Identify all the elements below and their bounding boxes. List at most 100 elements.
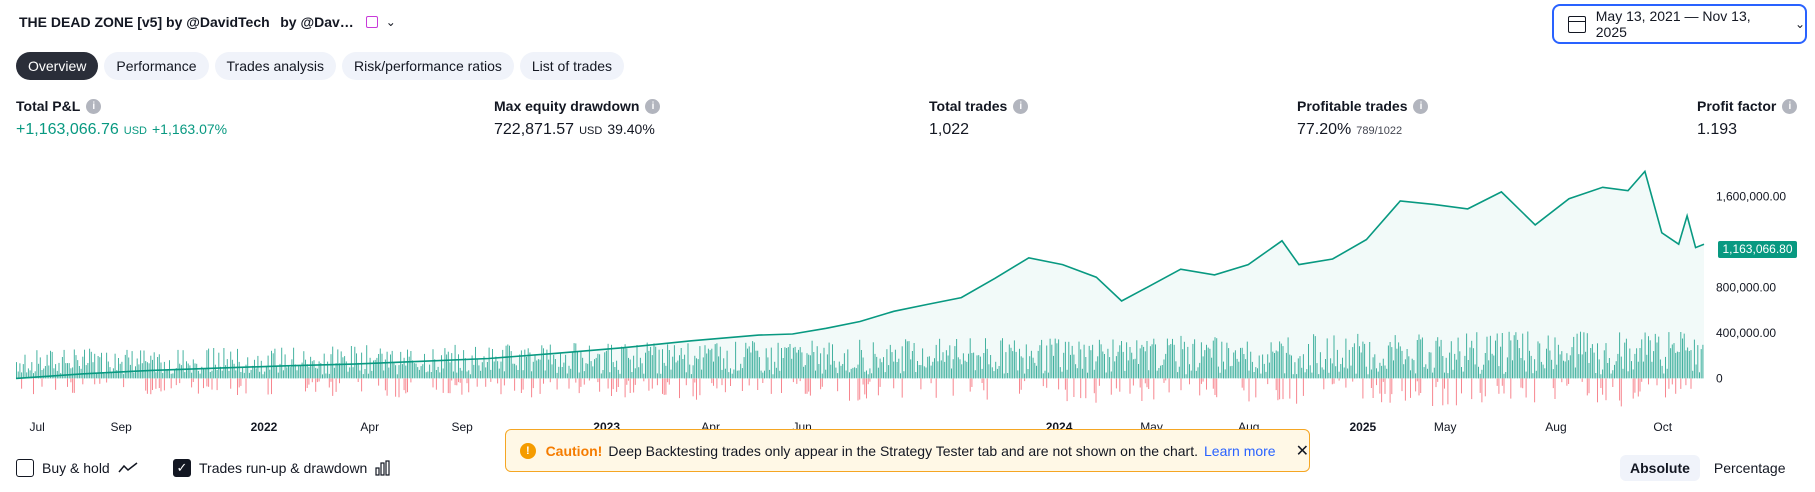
drawdown-bar — [679, 378, 680, 399]
tab-risk-performance-ratios[interactable]: Risk/performance ratios — [342, 52, 514, 80]
runup-bar — [1127, 360, 1129, 379]
runup-bar — [1459, 351, 1461, 379]
runup-bar — [1438, 346, 1440, 379]
runup-bar — [1583, 332, 1585, 379]
runup-bar — [656, 373, 658, 379]
x-tick-label: 2022 — [251, 420, 278, 434]
drawdown-bar — [1498, 378, 1500, 394]
runup-bar — [978, 355, 980, 379]
runup-bar — [928, 356, 930, 379]
runup-bar — [930, 365, 932, 379]
runup-bar — [245, 364, 247, 379]
runup-bar — [1450, 341, 1452, 379]
runup-bar — [1275, 350, 1277, 379]
runup-bar — [616, 360, 618, 379]
runup-bar — [1615, 361, 1617, 379]
learn-more-link[interactable]: Learn more — [1204, 442, 1276, 459]
runup-bar — [1590, 348, 1592, 379]
runup-drawdown-toggle[interactable]: ✓ Trades run-up & drawdown — [173, 459, 391, 477]
drawdown-bar — [1275, 378, 1277, 391]
runup-bar — [311, 361, 313, 379]
strategy-title[interactable]: THE DEAD ZONE [v5] by @DavidTech by @Dav… — [19, 14, 354, 30]
line-chart-icon — [118, 462, 138, 473]
runup-bar — [993, 371, 995, 379]
info-icon[interactable]: i — [1782, 98, 1798, 114]
tab-overview[interactable]: Overview — [16, 52, 99, 80]
runup-bar — [38, 363, 40, 379]
runup-bar — [675, 362, 677, 379]
tab-performance[interactable]: Performance — [104, 52, 209, 80]
runup-bar — [429, 364, 431, 379]
runup-bar — [952, 359, 954, 379]
percentage-button[interactable]: Percentage — [1713, 460, 1786, 476]
drawdown-bar — [821, 378, 823, 387]
runup-bar — [723, 358, 725, 379]
runup-bar — [544, 370, 546, 379]
absolute-button[interactable]: Absolute — [1620, 455, 1700, 481]
info-icon[interactable]: i — [1013, 98, 1029, 114]
drawdown-bar — [1020, 378, 1022, 390]
runup-bar — [1401, 350, 1403, 379]
drawdown-bar — [407, 378, 408, 393]
runup-bar — [61, 357, 63, 379]
runup-bar — [524, 349, 526, 379]
runup-bar — [485, 367, 487, 379]
runup-bar — [1007, 373, 1009, 379]
runup-bar — [1350, 365, 1352, 379]
runup-bar — [1386, 368, 1388, 379]
runup-bar — [614, 367, 616, 379]
runup-bar — [463, 350, 465, 379]
runup-bar — [517, 370, 519, 379]
drawdown-bar — [588, 378, 590, 381]
runup-bar — [1165, 353, 1167, 379]
runup-bar — [939, 338, 941, 379]
runup-bar — [558, 366, 560, 379]
runup-bar — [383, 370, 385, 379]
drawdown-bar — [211, 378, 213, 390]
runup-drawdown-checkbox[interactable]: ✓ — [173, 459, 191, 477]
close-icon[interactable]: ✕ — [1295, 442, 1309, 460]
runup-bar — [430, 372, 432, 379]
drawdown-bar — [799, 378, 801, 382]
runup-bar — [1246, 341, 1248, 379]
calendar-color-icon[interactable] — [365, 16, 378, 28]
runup-bar — [136, 358, 138, 379]
runup-bar — [128, 357, 130, 379]
runup-bar — [282, 370, 284, 379]
drawdown-bar — [859, 378, 861, 400]
runup-bar — [442, 368, 444, 379]
runup-bar — [111, 372, 113, 379]
drawdown-bar — [1442, 378, 1444, 406]
runup-bar — [762, 372, 764, 379]
runup-bar — [1656, 342, 1658, 379]
tab-trades-analysis[interactable]: Trades analysis — [214, 52, 337, 80]
runup-drawdown-label: Trades run-up & drawdown — [199, 460, 368, 476]
info-icon[interactable]: i — [645, 98, 661, 114]
info-icon[interactable]: i — [86, 98, 102, 114]
date-range-picker[interactable]: May 13, 2021 — Nov 13, 2025 ⌄ — [1552, 4, 1807, 44]
runup-bar — [316, 368, 318, 379]
buy-hold-toggle[interactable]: Buy & hold — [16, 459, 138, 477]
drawdown-bar — [216, 378, 218, 391]
tab-list-of-trades[interactable]: List of trades — [519, 52, 625, 80]
equity-chart[interactable]: 1,600,000.00 800,000.00 400,000.00 0 Jul Sep… — [0, 160, 1815, 440]
runup-bar — [1695, 364, 1697, 379]
runup-bar — [335, 363, 337, 379]
runup-bar — [1416, 340, 1418, 379]
drawdown-bar — [451, 378, 453, 381]
runup-bar — [243, 372, 245, 379]
runup-bar — [478, 365, 480, 379]
info-icon[interactable]: i — [1413, 98, 1429, 114]
runup-bar — [498, 368, 500, 379]
runup-bar — [1117, 351, 1119, 379]
caution-text: Deep Backtesting trades only appear in t… — [608, 442, 1198, 459]
buy-hold-checkbox[interactable] — [16, 459, 34, 477]
runup-bar — [1024, 373, 1026, 379]
runup-bar — [1158, 368, 1160, 379]
runup-bar — [685, 372, 687, 379]
runup-bar — [201, 366, 203, 379]
runup-bar — [1272, 351, 1274, 379]
runup-bar — [174, 369, 176, 379]
chevron-down-icon[interactable]: ⌄ — [385, 15, 396, 29]
drawdown-bar — [41, 378, 43, 387]
